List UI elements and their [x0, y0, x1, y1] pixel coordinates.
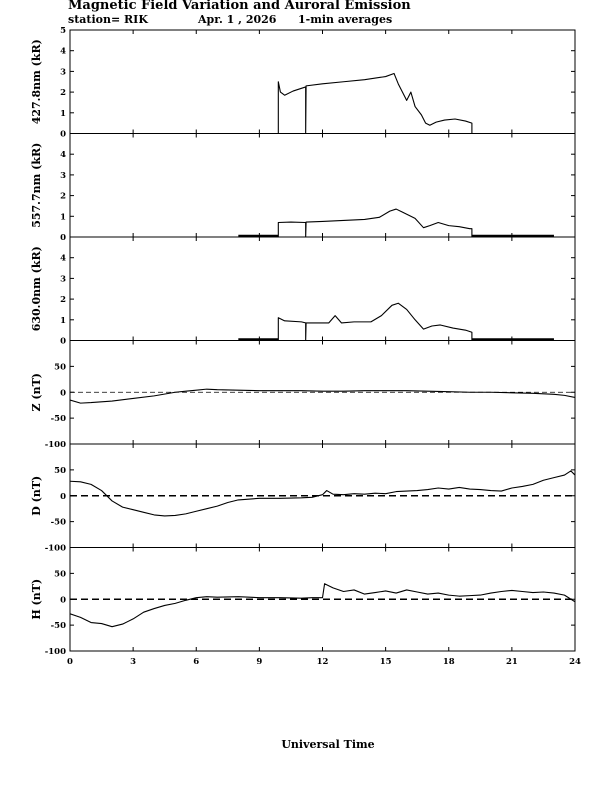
y-tick-label: 3 [60, 274, 66, 284]
y-axis-label: H (nT) [30, 579, 43, 620]
y-tick-label: 1 [60, 109, 66, 119]
y-tick-label: 50 [54, 362, 66, 372]
y-tick-label: 0 [60, 492, 66, 502]
panel-p4278: 0 1 2 3 4 5 427.8nm (kR) [30, 26, 576, 140]
y-tick-label: 0 [60, 130, 66, 140]
x-axis-title: Universal Time [281, 738, 374, 751]
y-axis-label: 630.0nm (kR) [30, 246, 43, 331]
series-line-D [70, 470, 575, 517]
y-axis-label: D (nT) [30, 476, 43, 516]
y-tick-label: 1 [60, 212, 66, 222]
y-tick-label: 0 [60, 337, 66, 347]
panels-group: 0 1 2 3 4 5 427.8nm (kR) 0 1 2 3 4 557.7nm (kR) 0 1 2 3 4… [30, 26, 576, 657]
x-tick-label: 12 [317, 657, 329, 667]
y-axis-label: 557.7nm (kR) [30, 143, 43, 228]
y-tick-label: 1 [60, 316, 66, 326]
y-tick-label: 4 [60, 150, 66, 160]
y-tick-label: 3 [60, 67, 66, 77]
panel-frame [69, 236, 576, 341]
series-line-Z [70, 388, 575, 404]
date-label: Apr. 1 , 2026 [197, 13, 277, 26]
chart-title: Magnetic Field Variation and Auroral Emi… [68, 0, 411, 13]
x-tick-label: 18 [443, 657, 455, 667]
panel-p5577: 0 1 2 3 4 557.7nm (kR) [30, 133, 576, 243]
panel-pZ: -100 -50 0 50 Z (nT) [30, 340, 576, 450]
y-tick-label: 0 [60, 233, 66, 243]
y-tick-label: 0 [60, 595, 66, 605]
x-tick-label: 21 [506, 657, 518, 667]
y-tick-label: -50 [51, 518, 66, 528]
x-tick-label: 6 [193, 657, 199, 667]
y-tick-label: -100 [45, 440, 66, 450]
series-line-427.8nm [277, 72, 473, 134]
x-tick-label: 0 [67, 657, 73, 667]
panel-frame [69, 29, 576, 134]
x-tick-label: 15 [380, 657, 392, 667]
y-tick-label: -50 [51, 414, 66, 424]
y-tick-label: 50 [54, 466, 66, 476]
x-axis: 0 3 6 9 12 15 18 21 24 [67, 657, 581, 667]
y-tick-label: 2 [60, 295, 66, 305]
y-tick-label: 0 [60, 388, 66, 398]
y-tick-label: -50 [51, 621, 66, 631]
panel-p6300: 0 1 2 3 4 630.0nm (kR) [30, 236, 576, 347]
x-tick-label: 3 [130, 657, 136, 667]
y-axis-label: Z (nT) [30, 373, 43, 411]
x-tick-label: 24 [569, 657, 581, 667]
series-line-557.7nm [277, 208, 473, 237]
y-tick-label: -100 [45, 544, 66, 554]
y-tick-label: -100 [45, 647, 66, 657]
series-line-630.0nm [277, 302, 473, 341]
y-tick-label: 2 [60, 88, 66, 98]
series-line-H [70, 583, 575, 628]
panel-pD: -100 -50 0 50 D (nT) [30, 443, 576, 554]
station-label: station= RIK [68, 13, 148, 26]
y-tick-label: 50 [54, 569, 66, 579]
averaging-label: 1-min averages [298, 13, 392, 26]
y-tick-label: 4 [60, 47, 66, 57]
y-tick-label: 4 [60, 254, 66, 264]
panel-pH: -100 -50 0 50 H (nT) [30, 547, 576, 657]
y-tick-label: 3 [60, 171, 66, 181]
y-tick-label: 5 [60, 26, 66, 36]
y-tick-label: 2 [60, 192, 66, 202]
y-axis-label: 427.8nm (kR) [30, 39, 43, 124]
x-tick-label: 9 [256, 657, 262, 667]
